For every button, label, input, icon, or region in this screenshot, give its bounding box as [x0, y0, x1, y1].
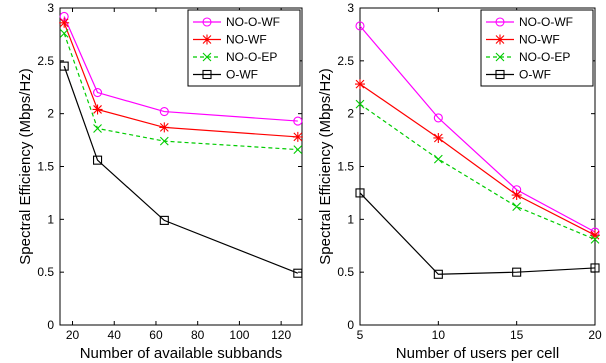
data-point-o-wf: [433, 269, 443, 279]
y-tick-label: 1: [47, 212, 54, 226]
data-point-o-wf: [355, 188, 365, 198]
data-point-no-wf: [590, 230, 600, 241]
legend-label-o-wf: O-WF: [226, 68, 258, 82]
data-point-no-o-wf: [293, 116, 303, 126]
x-tick-label: 5: [357, 328, 364, 342]
x-tick-label: 40: [108, 328, 122, 342]
data-point-no-wf: [355, 79, 365, 90]
series-no-o-ep: [59, 28, 303, 154]
legend-marker-no-wf: [202, 34, 212, 45]
y-tick-label: 0.5: [37, 265, 54, 279]
series-line-o-wf: [63, 65, 299, 274]
series-no-wf: [59, 17, 303, 142]
legend-label-o-wf: O-WF: [519, 68, 551, 82]
data-point-o-wf: [590, 263, 600, 273]
y-axis-title: Spectral Efficiency (Mbps/Hz): [17, 68, 34, 264]
series-line-no-o-wf: [63, 16, 298, 122]
y-tick-label: 1.5: [337, 160, 354, 174]
legend-label-no-o-wf: NO-O-WF: [519, 15, 573, 29]
data-point-no-o-ep: [355, 99, 365, 109]
legend: NO-O-WF NO-WF NO-O-EP O-WF: [187, 9, 301, 87]
series-line-o-wf: [359, 192, 596, 275]
chart-panel-2: 5 10 15 20 0 0.5 1 1.5 2 2.5 3 Number of users per …: [317, 1, 602, 362]
data-point-o-wf: [59, 61, 69, 71]
data-point-no-o-wf: [355, 21, 365, 31]
data-point-no-o-wf: [93, 87, 103, 98]
y-tick-label: 2.5: [337, 54, 354, 68]
series-line-no-o-ep: [63, 33, 298, 151]
data-point-no-o-wf: [433, 113, 443, 123]
series-no-o-ep: [355, 99, 600, 244]
data-point-o-wf: [159, 215, 169, 225]
x-tick-label: 20: [588, 328, 602, 342]
x-tick-label: 80: [191, 328, 205, 342]
legend-label-no-o-ep: NO-O-EP: [519, 50, 570, 64]
legend-label-no-wf: NO-WF: [226, 33, 267, 47]
x-tick-label: 10: [432, 328, 446, 342]
x-tick-label: 120: [271, 328, 291, 342]
data-point-no-o-ep: [512, 202, 522, 212]
data-point-no-o-wf: [159, 107, 169, 117]
x-axis-title: Number of users per cell: [396, 345, 559, 362]
series-o-wf: [59, 61, 303, 278]
y-tick-label: 3: [347, 1, 354, 15]
data-point-no-wf: [92, 104, 103, 115]
x-axis-title: Number of available subbands: [80, 345, 283, 362]
series-o-wf: [355, 188, 600, 279]
y-tick-label: 0: [47, 318, 54, 332]
x-tick-label: 100: [229, 328, 249, 342]
data-point-no-wf: [292, 131, 303, 142]
series-line-no-o-wf: [359, 25, 596, 233]
legend-box: [480, 9, 594, 87]
legend-label-no-wf: NO-WF: [519, 33, 560, 47]
series-line-no-o-ep: [359, 103, 596, 240]
legend-box: [187, 9, 301, 87]
chart-panel-1: 20 40 60 80 100 120 0 0.5 1 1.5 2 2.5 3 Number of ava…: [17, 1, 303, 362]
data-point-no-o-ep: [433, 154, 443, 164]
legend-label-no-o-wf: NO-O-WF: [226, 15, 280, 29]
series-no-wf: [355, 79, 600, 241]
data-point-no-wf: [59, 17, 70, 28]
data-point-no-o-ep: [59, 28, 69, 38]
legend-marker-no-o-wf: [495, 17, 505, 27]
y-tick-label: 0: [347, 318, 354, 332]
data-point-no-o-ep: [590, 235, 600, 244]
data-point-no-wf: [433, 132, 444, 143]
y-tick-label: 2: [47, 107, 54, 121]
y-tick-label: 2.5: [37, 54, 54, 68]
data-point-no-o-ep: [293, 145, 303, 154]
legend-label-no-o-ep: NO-O-EP: [226, 50, 277, 64]
y-tick-label: 3: [47, 1, 54, 15]
legend-marker-o-wf: [495, 69, 505, 80]
data-point-no-wf: [511, 190, 522, 201]
y-tick-label: 0.5: [337, 265, 354, 279]
series-line-no-wf: [359, 83, 596, 236]
data-point-no-o-ep: [159, 136, 169, 146]
y-axis-title: Spectral Efficiency (Mbps/Hz): [317, 68, 334, 264]
legend-marker-no-o-wf: [202, 17, 212, 27]
series-line-no-wf: [63, 22, 298, 138]
legend-marker-no-o-ep: [202, 52, 212, 62]
data-point-o-wf: [293, 268, 303, 278]
x-tick-label: 15: [510, 328, 524, 342]
data-point-no-wf: [159, 122, 170, 133]
legend: NO-O-WF NO-WF NO-O-EP O-WF: [480, 9, 594, 87]
legend-marker-no-o-ep: [495, 52, 505, 62]
data-point-o-wf: [512, 267, 522, 277]
y-tick-label: 2: [347, 107, 354, 121]
legend-marker-o-wf: [202, 69, 212, 80]
data-point-o-wf: [93, 155, 103, 165]
y-tick-label: 1: [347, 212, 354, 226]
data-point-no-o-ep: [93, 124, 102, 133]
legend-marker-no-wf: [495, 34, 505, 45]
y-tick-label: 1.5: [37, 160, 54, 174]
x-tick-label: 60: [149, 328, 163, 342]
x-tick-label: 20: [66, 328, 80, 342]
